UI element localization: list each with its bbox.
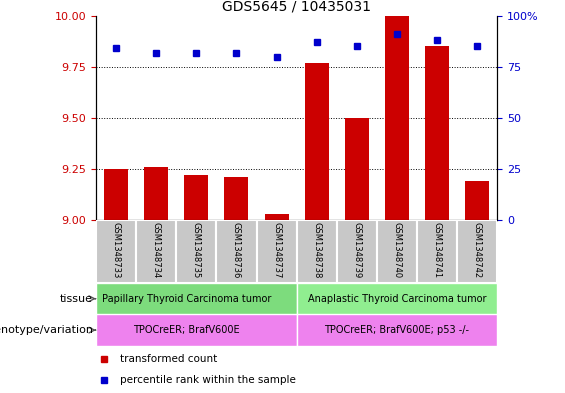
Bar — [96, 220, 136, 283]
Text: percentile rank within the sample: percentile rank within the sample — [120, 375, 296, 385]
Text: GSM1348737: GSM1348737 — [272, 222, 281, 279]
Bar — [425, 46, 449, 220]
Text: GSM1348734: GSM1348734 — [152, 222, 160, 278]
Text: tissue: tissue — [60, 294, 93, 304]
Bar — [345, 118, 369, 220]
Bar — [297, 220, 337, 283]
Bar — [457, 220, 497, 283]
Text: GSM1348736: GSM1348736 — [232, 222, 241, 279]
Bar — [337, 220, 377, 283]
Text: genotype/variation: genotype/variation — [0, 325, 93, 335]
Text: GSM1348733: GSM1348733 — [112, 222, 120, 279]
Text: GSM1348740: GSM1348740 — [393, 222, 401, 278]
Text: GSM1348741: GSM1348741 — [433, 222, 441, 278]
Text: GSM1348738: GSM1348738 — [312, 222, 321, 279]
Bar — [136, 220, 176, 283]
Bar — [305, 63, 329, 220]
Bar — [224, 177, 249, 220]
Text: GSM1348742: GSM1348742 — [473, 222, 481, 278]
Bar — [377, 220, 417, 283]
Bar — [176, 220, 216, 283]
Bar — [417, 220, 457, 283]
Bar — [297, 283, 497, 314]
Title: GDS5645 / 10435031: GDS5645 / 10435031 — [222, 0, 371, 13]
Bar — [96, 283, 297, 314]
Text: GSM1348735: GSM1348735 — [192, 222, 201, 278]
Bar — [465, 181, 489, 220]
Bar — [264, 214, 289, 220]
Bar — [96, 314, 297, 346]
Text: Anaplastic Thyroid Carcinoma tumor: Anaplastic Thyroid Carcinoma tumor — [308, 294, 486, 304]
Bar — [184, 175, 208, 220]
Text: TPOCreER; BrafV600E: TPOCreER; BrafV600E — [133, 325, 240, 335]
Bar — [144, 167, 168, 220]
Text: GSM1348739: GSM1348739 — [353, 222, 361, 278]
Bar — [297, 314, 497, 346]
Bar — [385, 16, 409, 220]
Bar — [257, 220, 297, 283]
Text: transformed count: transformed count — [120, 354, 218, 364]
Text: TPOCreER; BrafV600E; p53 -/-: TPOCreER; BrafV600E; p53 -/- — [324, 325, 470, 335]
Bar — [104, 169, 128, 220]
Bar — [216, 220, 257, 283]
Text: Papillary Thyroid Carcinoma tumor: Papillary Thyroid Carcinoma tumor — [102, 294, 271, 304]
